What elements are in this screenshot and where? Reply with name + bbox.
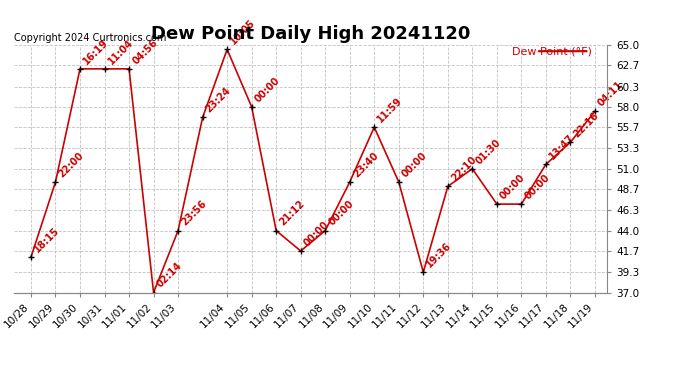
Text: 23:24: 23:24: [204, 86, 233, 115]
Text: 21:12: 21:12: [277, 199, 306, 228]
Text: 16:19: 16:19: [81, 37, 110, 66]
Text: 00:00: 00:00: [523, 172, 552, 201]
Text: 23:56: 23:56: [179, 199, 208, 228]
Text: 22:00: 22:00: [57, 150, 86, 179]
Text: 11:59: 11:59: [375, 95, 404, 124]
Title: Dew Point Daily High 20241120: Dew Point Daily High 20241120: [151, 26, 470, 44]
Text: 00:00: 00:00: [326, 199, 355, 228]
Text: Copyright 2024 Curtronics.com: Copyright 2024 Curtronics.com: [14, 33, 166, 42]
Text: 00:00: 00:00: [253, 75, 282, 104]
Text: 00:00: 00:00: [400, 150, 429, 179]
Text: 11:04: 11:04: [106, 37, 135, 66]
Text: 04:56: 04:56: [130, 37, 159, 66]
Text: 01:30: 01:30: [474, 137, 503, 166]
Text: 04:11: 04:11: [596, 80, 625, 108]
Text: 00:00: 00:00: [302, 219, 331, 248]
Text: 22:16: 22:16: [572, 111, 601, 140]
Text: 19:36: 19:36: [424, 240, 454, 269]
Text: 10:05: 10:05: [228, 18, 257, 46]
Text: 18:15: 18:15: [32, 225, 61, 254]
Text: 00:00: 00:00: [498, 172, 527, 201]
Text: 13:47: 13:47: [547, 132, 576, 162]
Text: 02:14: 02:14: [155, 261, 184, 290]
Text: 23:40: 23:40: [351, 150, 380, 179]
Text: Dew Point (°F): Dew Point (°F): [513, 46, 592, 56]
Text: 22:10: 22:10: [449, 154, 478, 184]
